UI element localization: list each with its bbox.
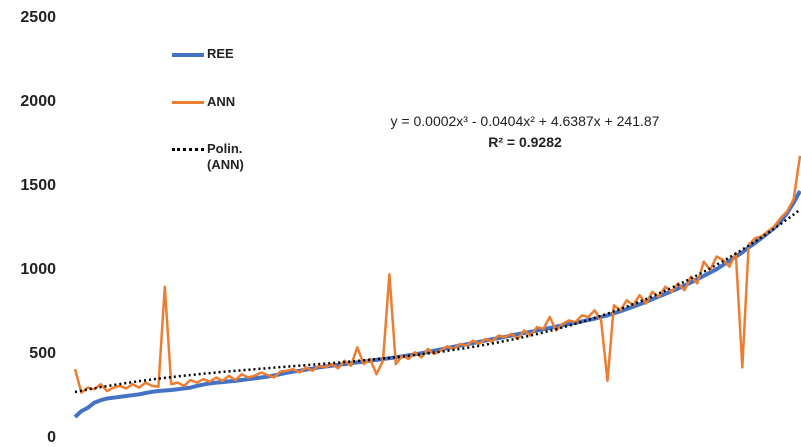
y-tick-label: 2500 [20,9,56,26]
y-tick-label: 1500 [20,177,56,194]
series-line [73,155,801,394]
legend-label: Polin. (ANN) [207,141,244,172]
trend-equation: y = 0.0002x³ - 0.0404x² + 4.6387x + 241.… [390,113,660,129]
y-tick-label: 0 [47,429,56,446]
y-tick-label: 500 [29,345,56,362]
legend-entry: ANN [172,94,257,110]
legend-entry: REE [172,46,257,62]
trendline [74,208,801,394]
trend-r2: R² = 0.9282 [488,134,562,150]
series-line [73,190,801,419]
legend-swatch [172,53,204,57]
legend-swatch [172,101,204,104]
legend-swatch [172,148,204,151]
legend-label: ANN [207,94,236,109]
legend-label: REE [207,46,234,61]
y-tick-label: 1000 [20,261,56,278]
legend-entry: Polin. (ANN) [172,141,257,173]
y-tick-label: 2000 [20,93,56,110]
